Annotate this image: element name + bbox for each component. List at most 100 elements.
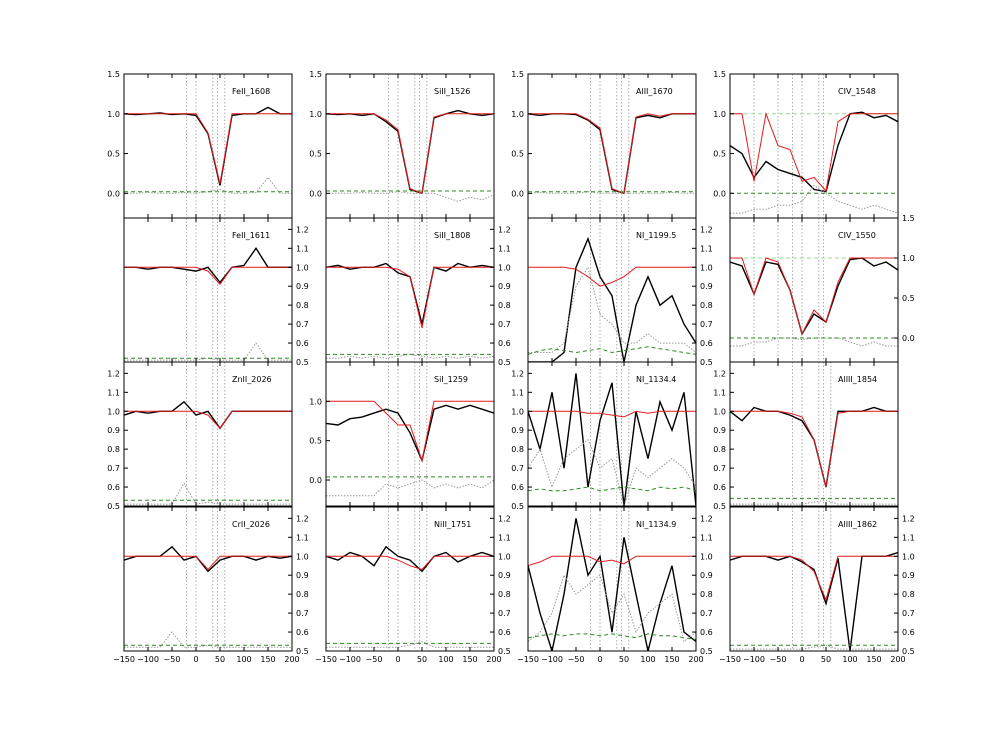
y-tick-label: 0.9	[296, 571, 309, 580]
aux-line	[124, 342, 292, 361]
y-tick-label: 0.0	[902, 334, 915, 343]
y-tick-label: 1.1	[107, 388, 120, 397]
spectrum-line	[730, 555, 898, 602]
y-tick-label: 1.1	[902, 533, 915, 542]
x-tick-label: 150	[462, 655, 477, 664]
spectrum-line	[124, 113, 292, 184]
aux-line	[326, 191, 494, 202]
y-tick-label: 0.6	[107, 483, 120, 492]
panel-title: NI_1199.5	[636, 231, 676, 240]
y-tick-label: 0.5	[511, 502, 524, 511]
y-tick-label: 0.5	[700, 358, 713, 367]
panel-title: CIV_1550	[838, 231, 876, 240]
y-tick-label: 0.6	[902, 628, 915, 637]
y-tick-label: 0.5	[700, 647, 713, 656]
panel-frame	[729, 506, 899, 652]
aux-line	[730, 499, 898, 505]
y-tick-label: 0.7	[296, 320, 309, 329]
spectrum-line	[326, 400, 494, 463]
x-tick-label: −50	[568, 655, 585, 664]
x-tick-label: −150	[719, 655, 741, 664]
spectrum-line	[730, 551, 898, 651]
aux-line	[124, 176, 292, 194]
y-tick-label: 1.2	[498, 514, 511, 523]
y-tick-label: 1.0	[713, 110, 726, 119]
y-tick-label: 0.8	[902, 590, 915, 599]
x-tick-label: 200	[890, 655, 905, 664]
spectrum-line	[124, 555, 292, 571]
spectrum-line	[528, 555, 696, 567]
x-tick-label: −100	[541, 655, 563, 664]
y-tick-label: 1.0	[700, 263, 713, 272]
panel-frame	[527, 361, 697, 507]
y-tick-label: 1.1	[713, 388, 726, 397]
aux-line	[326, 640, 494, 648]
x-tick-label: 0	[799, 655, 804, 664]
y-tick-label: 1.5	[107, 70, 120, 79]
y-tick-label: 0.8	[296, 590, 309, 599]
aux-line	[528, 574, 696, 643]
y-tick-label: 1.0	[296, 552, 309, 561]
y-tick-label: 0.7	[700, 320, 713, 329]
y-tick-label: 0.6	[700, 628, 713, 637]
y-tick-label: 1.0	[107, 407, 120, 416]
panel-title: AlII_1670	[636, 87, 673, 96]
y-tick-label: 1.1	[498, 533, 511, 542]
y-tick-label: 0.0	[713, 189, 726, 198]
y-tick-label: 1.0	[296, 263, 309, 272]
spectrum-line	[326, 262, 494, 325]
y-tick-label: 1.2	[713, 369, 726, 378]
x-tick-label: −50	[366, 655, 383, 664]
panel-title: CrII_2026	[232, 520, 270, 529]
spectrum-line	[326, 113, 494, 194]
panel-frame	[729, 361, 899, 507]
x-tick-label: 100	[842, 655, 857, 664]
y-tick-label: 1.2	[498, 225, 511, 234]
y-tick-label: 0.7	[498, 320, 511, 329]
y-tick-label: 0.6	[700, 339, 713, 348]
spectrum-line	[528, 113, 696, 194]
y-tick-label: 1.2	[296, 225, 309, 234]
spectrum-line	[326, 545, 494, 573]
y-tick-label: 1.5	[309, 70, 322, 79]
y-tick-label: 1.0	[511, 110, 524, 119]
y-tick-label: 1.2	[902, 514, 915, 523]
spectrum-line	[124, 247, 292, 284]
y-tick-label: 0.9	[700, 571, 713, 580]
panel-title: SiII_1808	[434, 231, 470, 240]
y-tick-label: 1.0	[498, 263, 511, 272]
panel-frame	[527, 506, 697, 652]
x-tick-label: −150	[315, 655, 337, 664]
x-tick-label: 0	[395, 655, 400, 664]
y-tick-label: 0.9	[498, 571, 511, 580]
y-tick-label: 0.7	[902, 609, 915, 618]
x-tick-label: −50	[770, 655, 787, 664]
y-tick-label: 0.0	[107, 189, 120, 198]
spectrum-line	[124, 266, 292, 286]
panel-title: SiII_1526	[434, 87, 470, 96]
aux-line	[730, 337, 898, 347]
y-tick-label: 0.7	[700, 609, 713, 618]
panel-title: NI_1134.4	[636, 375, 676, 384]
y-tick-label: 0.8	[498, 590, 511, 599]
x-tick-label: 150	[664, 655, 679, 664]
y-tick-label: 1.1	[700, 244, 713, 253]
y-tick-label: 0.7	[107, 464, 120, 473]
y-tick-label: 0.5	[296, 358, 309, 367]
y-tick-label: 1.5	[902, 214, 915, 223]
aux-line	[124, 631, 292, 648]
y-tick-label: 0.5	[713, 502, 726, 511]
y-tick-label: 1.2	[511, 369, 524, 378]
aux-line	[730, 644, 898, 650]
x-tick-label: 50	[417, 655, 427, 664]
aux-line	[528, 438, 696, 506]
aux-line	[528, 346, 696, 355]
y-tick-label: 1.0	[511, 407, 524, 416]
panel-frame	[123, 361, 293, 507]
y-tick-label: 0.8	[107, 445, 120, 454]
y-tick-label: 0.7	[296, 609, 309, 618]
y-tick-label: 0.6	[296, 628, 309, 637]
panel-title: FeII_1611	[232, 231, 270, 240]
x-tick-label: −50	[164, 655, 181, 664]
